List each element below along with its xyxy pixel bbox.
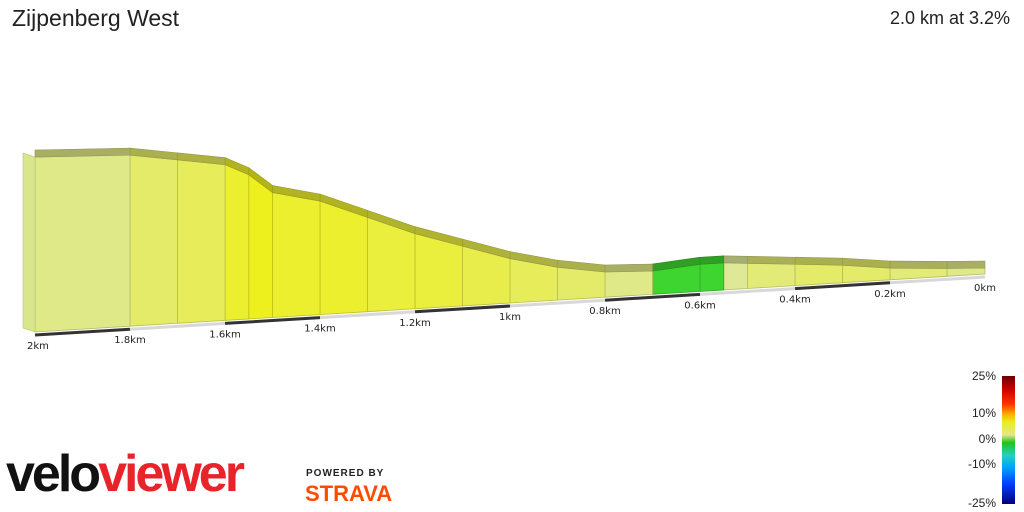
page-title: Zijpenberg West — [12, 5, 180, 31]
profile-road-surface — [794, 256, 843, 266]
profile-segment — [34, 154, 131, 333]
distance-tick-labels: 2km 1.8km 1.6km 1.4km 1.2km 1km 0.8km 0.6km 0.4k… — [27, 283, 996, 352]
axis-segment — [604, 292, 701, 302]
distance-tick-label: 1.6km — [209, 329, 240, 340]
axis-segment — [794, 281, 891, 291]
profile-road-surface — [889, 260, 948, 269]
axis-segment — [889, 275, 986, 285]
gradient-legend-bar — [1002, 376, 1015, 504]
axis-segment — [319, 310, 416, 320]
profile-segment — [272, 191, 321, 318]
distance-tick-label: 0.4km — [779, 295, 810, 306]
legend-label-neg25: -25% — [967, 496, 996, 510]
distance-tick-label: 1.2km — [399, 318, 430, 329]
profile-segment — [248, 173, 273, 320]
profile-road-surface — [34, 147, 131, 158]
profile-segment — [414, 233, 463, 310]
distance-tick-label: 0.6km — [684, 300, 715, 311]
logo-velo-text: velo — [6, 445, 101, 503]
profile-road-surface — [946, 260, 986, 269]
axis-segment — [699, 287, 796, 296]
profile-road-surface — [699, 255, 725, 265]
profile-segment — [177, 159, 226, 324]
distance-tick-label: 1.4km — [304, 324, 335, 335]
powered-by-label: POWERED BY — [306, 468, 385, 479]
profile-segment — [224, 164, 250, 321]
axis-segment — [509, 298, 606, 308]
axis-segment — [224, 316, 321, 325]
profile-segment — [699, 262, 725, 292]
logo-viewer-text: viewer — [98, 445, 245, 503]
profile-segment — [129, 154, 178, 327]
legend-label-10: 10% — [971, 406, 996, 420]
profile-segment — [889, 267, 948, 281]
distance-tick-label: 0.8km — [589, 306, 620, 317]
veloviewer-logo[interactable]: veloviewer — [6, 445, 245, 503]
profile-bands — [22, 152, 986, 333]
profile-road-surface — [723, 255, 748, 264]
profile-segment — [747, 262, 796, 289]
distance-tick-label: 1km — [499, 312, 521, 323]
profile-segment — [723, 262, 748, 291]
profile-road-surface — [604, 263, 653, 273]
legend-label-25: 25% — [971, 369, 996, 383]
distance-axis — [34, 275, 986, 337]
axis-segment — [414, 304, 511, 314]
legend-label-0: 0% — [978, 432, 996, 446]
distance-tick-label: 1.8km — [114, 335, 145, 346]
distance-tick-label: 0km — [974, 283, 996, 294]
profile-top-edge — [34, 147, 986, 273]
segment-summary: 2.0 km at 3.2% — [889, 8, 1010, 28]
distance-tick-label: 2km — [27, 341, 49, 352]
strava-logo[interactable]: STRAVA — [305, 481, 393, 506]
elevation-profile-chart: 2km 1.8km 1.6km 1.4km 1.2km 1km 0.8km 0.6km 0.4k… — [22, 147, 996, 352]
legend-label-neg10: -10% — [967, 457, 996, 471]
axis-segment — [129, 321, 226, 331]
distance-tick-label: 0.2km — [874, 289, 905, 300]
profile-road-surface — [747, 255, 796, 265]
profile-segment — [794, 263, 843, 287]
profile-segment — [557, 266, 606, 301]
axis-segment — [34, 327, 131, 337]
profile-segment — [946, 267, 986, 277]
profile-end-cap — [22, 152, 36, 333]
profile-segment — [604, 270, 653, 298]
profile-segment — [319, 200, 368, 316]
